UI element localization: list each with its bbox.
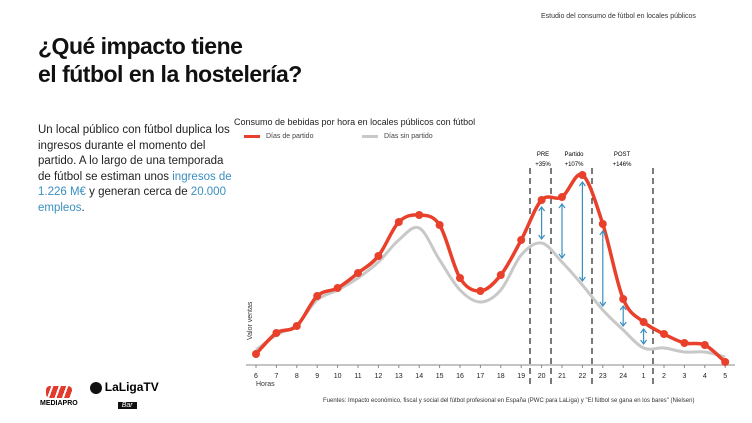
mediapro-logo: MEDIAPRO — [40, 385, 78, 407]
data-point — [272, 329, 281, 337]
data-point — [700, 341, 709, 349]
y-axis-label: Valor ventas — [247, 301, 254, 340]
x-tick-label: 1 — [642, 373, 646, 380]
phase-change: +35% — [535, 162, 551, 168]
x-tick-label: 3 — [682, 373, 686, 380]
data-point — [476, 287, 485, 295]
phase-change: +107% — [565, 162, 585, 168]
page-title: ¿Qué impacto tiene el fútbol en la hoste… — [38, 32, 302, 88]
legend-label: Días sin partido — [384, 133, 433, 140]
x-tick-label: 21 — [558, 373, 566, 380]
phase-label: Partido — [564, 152, 584, 158]
data-point — [313, 292, 322, 300]
data-point — [456, 274, 464, 282]
x-tick-label: 23 — [599, 373, 607, 380]
x-tick-label: 20 — [538, 373, 546, 380]
arrow-head — [578, 181, 586, 282]
x-tick-label: 6 — [254, 373, 258, 380]
data-point — [660, 330, 668, 338]
x-tick-label: 17 — [477, 373, 485, 380]
phase-label: PRE — [537, 152, 549, 158]
data-point — [394, 218, 403, 226]
legend-match-days: Días de partido — [244, 133, 313, 140]
source-note: Fuentes: Impacto económico, fiscal y soc… — [323, 398, 695, 404]
arrow-head — [599, 230, 607, 307]
arrow-head — [558, 203, 566, 259]
data-point — [558, 193, 566, 201]
data-point — [680, 339, 689, 347]
data-point — [496, 271, 505, 279]
laliga-tv-bar-logo: LaLigaTV Bar — [89, 380, 159, 412]
data-point — [619, 295, 628, 303]
x-tick-label: 10 — [334, 373, 342, 380]
x-tick-label: 11 — [354, 373, 361, 380]
x-tick-label: 5 — [723, 373, 727, 380]
x-tick-label: 24 — [619, 373, 627, 380]
x-tick-label: 4 — [703, 373, 707, 380]
x-tick-label: 19 — [517, 373, 525, 380]
data-point — [537, 196, 546, 204]
data-point — [517, 236, 526, 244]
desc-text-3: . — [81, 201, 85, 214]
data-point — [435, 221, 444, 229]
data-point — [639, 318, 648, 326]
desc-highlight-2: 20.000 empleos — [38, 186, 226, 214]
legend-swatch-gray — [362, 135, 378, 138]
data-point — [598, 220, 607, 228]
x-tick-label: 22 — [579, 373, 587, 380]
legend-no-match-days: Días sin partido — [362, 133, 433, 140]
desc-highlight-1: ingresos de 1.226 M€ — [38, 170, 232, 199]
arrow-head — [538, 206, 546, 240]
desc-text-1: Un local público con fútbol duplica los … — [38, 124, 230, 183]
data-point — [721, 358, 730, 366]
x-tick-label: 18 — [497, 373, 505, 380]
title-line-2: el fútbol en la hostelería? — [38, 61, 302, 87]
x-tick-label: 15 — [436, 373, 444, 380]
title-line-1: ¿Qué impacto tiene — [38, 33, 243, 59]
x-tick-label: 7 — [274, 373, 278, 380]
x-tick-label: 12 — [375, 373, 383, 380]
data-point — [354, 269, 362, 277]
legend-label: Días de partido — [266, 133, 314, 140]
chart-title: Consumo de bebidas por hora en locales p… — [234, 117, 476, 127]
desc-text-2: y generan cerca de — [85, 186, 191, 198]
arrow-head — [619, 305, 627, 327]
x-tick-label: 9 — [315, 373, 319, 380]
x-tick-label: 13 — [395, 373, 403, 380]
x-axis-label: Horas — [256, 381, 275, 388]
x-tick-label: 8 — [295, 373, 299, 380]
series-line-match — [254, 172, 727, 364]
data-point — [415, 211, 424, 219]
x-tick-label: 16 — [456, 373, 464, 380]
legend-swatch-red — [244, 135, 260, 138]
data-point — [292, 322, 301, 330]
data-point — [578, 171, 587, 179]
phase-change: +146% — [613, 162, 633, 168]
logos: MEDIAPRO LaLigaTV Bar — [40, 380, 159, 412]
x-tick-label: 14 — [415, 373, 423, 380]
phase-label: POST — [614, 152, 631, 158]
top-note: Estudio del consumo de fútbol en locales… — [541, 13, 696, 20]
arrow-head — [640, 328, 648, 345]
data-point — [333, 284, 342, 292]
description: Un local público con fútbol duplica los … — [38, 123, 238, 216]
data-point — [252, 350, 260, 358]
x-tick-label: 2 — [662, 373, 666, 380]
data-point — [374, 252, 383, 260]
